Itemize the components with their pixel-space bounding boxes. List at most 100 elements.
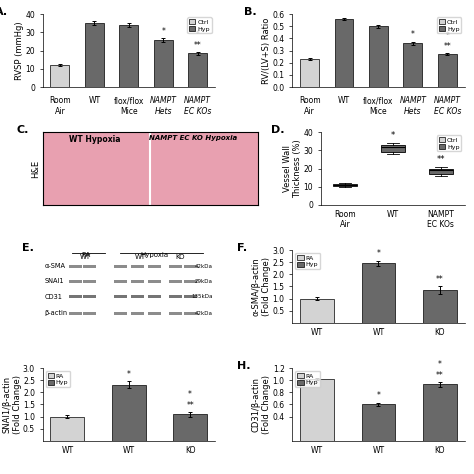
- Y-axis label: Vessel Wall
Thickness (%): Vessel Wall Thickness (%): [283, 139, 302, 198]
- Text: NAMPT
Hets: NAMPT Hets: [400, 97, 426, 116]
- Legend: Ctrl, Hyp: Ctrl, Hyp: [437, 18, 461, 34]
- Y-axis label: H&E: H&E: [31, 159, 40, 178]
- FancyBboxPatch shape: [131, 280, 144, 283]
- Bar: [369, 27, 388, 87]
- Legend: RA, Hyp: RA, Hyp: [46, 371, 70, 387]
- FancyBboxPatch shape: [184, 264, 197, 267]
- Text: 42kDa: 42kDa: [195, 311, 213, 316]
- Y-axis label: SNAI1/β-actin
(Fold Change): SNAI1/β-actin (Fold Change): [2, 375, 21, 434]
- Text: NAMPT
EC KOs: NAMPT EC KOs: [184, 97, 211, 116]
- FancyBboxPatch shape: [69, 280, 82, 283]
- FancyBboxPatch shape: [82, 264, 96, 267]
- Text: E.: E.: [22, 243, 34, 253]
- Text: G.: G.: [0, 361, 1, 371]
- Bar: [438, 54, 456, 87]
- Y-axis label: α-SMA/β-actin
(Fold Change): α-SMA/β-actin (Fold Change): [252, 257, 271, 316]
- FancyBboxPatch shape: [131, 312, 144, 315]
- Bar: [119, 25, 138, 87]
- Bar: [188, 54, 207, 87]
- Text: *
**: * **: [436, 360, 444, 380]
- Bar: [362, 264, 395, 323]
- FancyBboxPatch shape: [82, 312, 96, 315]
- Text: 42kDa: 42kDa: [195, 264, 213, 269]
- Legend: RA, Hyp: RA, Hyp: [295, 253, 320, 269]
- FancyBboxPatch shape: [82, 295, 96, 298]
- Text: 135kDa: 135kDa: [191, 294, 213, 299]
- Text: A.: A.: [0, 7, 8, 17]
- FancyBboxPatch shape: [184, 295, 197, 298]
- Text: Hypoxia: Hypoxia: [140, 252, 169, 257]
- Text: *
**: * **: [443, 31, 451, 51]
- Text: B.: B.: [244, 7, 257, 17]
- Bar: [51, 417, 84, 441]
- Text: NAMPT
EC KOs: NAMPT EC KOs: [434, 97, 461, 116]
- Text: SNAI1: SNAI1: [45, 278, 64, 284]
- FancyBboxPatch shape: [69, 295, 82, 298]
- Legend: Ctrl, Hyp: Ctrl, Hyp: [437, 135, 461, 151]
- FancyBboxPatch shape: [148, 295, 161, 298]
- FancyBboxPatch shape: [82, 280, 96, 283]
- FancyBboxPatch shape: [114, 280, 127, 283]
- Text: *
**: * **: [194, 30, 201, 50]
- FancyBboxPatch shape: [148, 280, 161, 283]
- Legend: Ctrl, Hyp: Ctrl, Hyp: [187, 18, 212, 34]
- Bar: [403, 43, 422, 87]
- Text: *
**: * **: [437, 145, 445, 164]
- Text: **: **: [436, 274, 444, 283]
- Text: *: *: [376, 249, 380, 258]
- Text: NAMPT EC KO Hypoxia: NAMPT EC KO Hypoxia: [149, 135, 237, 141]
- Text: *: *: [391, 131, 395, 140]
- FancyBboxPatch shape: [69, 312, 82, 315]
- Text: WT: WT: [88, 97, 100, 106]
- Legend: RA, Hyp: RA, Hyp: [295, 371, 320, 387]
- Text: flox/flox
Mice: flox/flox Mice: [363, 97, 393, 116]
- Bar: [112, 384, 146, 441]
- Text: WT: WT: [338, 97, 350, 106]
- Bar: [300, 379, 334, 441]
- FancyBboxPatch shape: [169, 264, 182, 267]
- FancyBboxPatch shape: [114, 295, 127, 298]
- Text: C.: C.: [17, 125, 29, 135]
- Text: *: *: [411, 30, 415, 39]
- PathPatch shape: [428, 169, 453, 174]
- Text: F.: F.: [237, 243, 247, 253]
- FancyBboxPatch shape: [184, 280, 197, 283]
- FancyBboxPatch shape: [69, 264, 82, 267]
- FancyBboxPatch shape: [148, 312, 161, 315]
- FancyBboxPatch shape: [131, 264, 144, 267]
- Text: WT: WT: [135, 255, 146, 260]
- Bar: [300, 59, 319, 87]
- Bar: [423, 384, 456, 441]
- Text: KO: KO: [176, 255, 185, 260]
- FancyBboxPatch shape: [131, 295, 144, 298]
- Text: RA: RA: [81, 252, 91, 257]
- Text: 29kDa: 29kDa: [195, 279, 213, 284]
- Text: *: *: [161, 27, 165, 36]
- Bar: [173, 414, 207, 441]
- Bar: [85, 23, 104, 87]
- Text: β-actin: β-actin: [45, 310, 67, 317]
- Y-axis label: CD31/β-actin
(Fold Change): CD31/β-actin (Fold Change): [252, 375, 271, 434]
- PathPatch shape: [381, 145, 405, 152]
- Text: D.: D.: [271, 125, 284, 135]
- Bar: [300, 299, 334, 323]
- FancyBboxPatch shape: [148, 264, 161, 267]
- Text: Room
Air: Room Air: [49, 97, 71, 116]
- Bar: [423, 290, 456, 323]
- FancyBboxPatch shape: [169, 295, 182, 298]
- Y-axis label: RV/(LV+S) Ratio: RV/(LV+S) Ratio: [262, 18, 271, 84]
- FancyBboxPatch shape: [184, 312, 197, 315]
- Text: *
**: * **: [186, 390, 194, 410]
- FancyBboxPatch shape: [169, 312, 182, 315]
- Bar: [335, 19, 354, 87]
- Text: WT Hypoxia: WT Hypoxia: [69, 135, 120, 144]
- Text: flox/flox
Mice: flox/flox Mice: [114, 97, 144, 116]
- Y-axis label: RVSP (mmHg): RVSP (mmHg): [15, 21, 24, 80]
- Text: H.: H.: [237, 361, 251, 371]
- Text: *: *: [376, 392, 380, 401]
- Bar: [362, 404, 395, 441]
- Bar: [51, 65, 69, 87]
- Text: α-SMA: α-SMA: [45, 263, 65, 269]
- FancyBboxPatch shape: [169, 280, 182, 283]
- Text: Room
Air: Room Air: [299, 97, 320, 116]
